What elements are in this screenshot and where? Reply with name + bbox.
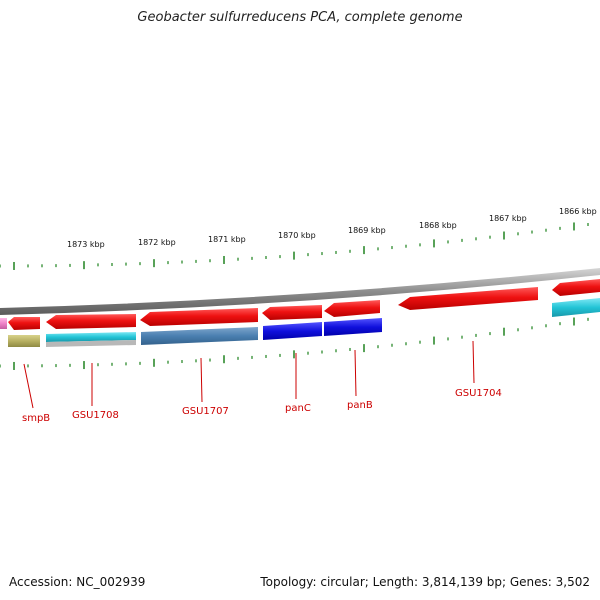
gene-arrow-right[interactable] — [552, 279, 600, 296]
gene-label-smpB[interactable]: smpB — [22, 413, 50, 424]
cog-bar-steel — [141, 327, 258, 345]
kbp-label: 1869 kbp — [348, 226, 386, 235]
gene-label-GSU1708[interactable]: GSU1708 — [72, 410, 119, 421]
leader-line — [354, 349, 357, 397]
kbp-label: 1868 kbp — [419, 221, 457, 230]
gene-arrow-GSU1707[interactable] — [140, 308, 258, 326]
label-leaders — [23, 340, 475, 409]
genome-backbone — [0, 268, 600, 315]
leader-line — [23, 363, 34, 409]
gene-track — [8, 279, 600, 330]
gene-label-GSU1707[interactable]: GSU1707 — [182, 406, 229, 417]
leader-line — [472, 340, 475, 384]
kbp-label: 1870 kbp — [278, 231, 316, 240]
kbp-label: 1867 kbp — [489, 214, 527, 223]
kbp-label: 1873 kbp — [67, 240, 105, 249]
map-title: Geobacter sulfurreducens PCA, complete g… — [137, 10, 463, 25]
cog-bar-blue-panB — [324, 318, 382, 336]
gene-arrow-smpB[interactable] — [8, 317, 40, 330]
gene-label-GSU1704[interactable]: GSU1704 — [455, 388, 502, 399]
cog-bar-blue-panC — [263, 322, 322, 340]
kbp-label: 1871 kbp — [208, 235, 246, 244]
cog-bar-cyan-right — [552, 298, 600, 317]
kbp-label: 1866 kbp — [559, 207, 597, 216]
gene-arrow-GSU1708[interactable] — [46, 314, 136, 329]
accession-text: Accession: NC_002939 — [9, 575, 146, 589]
gene-arrow-panB[interactable] — [324, 300, 380, 317]
cog-bar-gray — [46, 340, 136, 347]
ruler-ticks-inner — [0, 317, 589, 370]
cog-bar-pink — [0, 318, 7, 329]
topology-text: Topology: circular; Length: 3,814,139 bp… — [260, 575, 590, 589]
ruler-ticks-outer — [0, 222, 589, 270]
cog-bar-olive — [8, 335, 40, 347]
gene-label-panC[interactable]: panC — [285, 403, 311, 414]
gene-label-panB[interactable]: panB — [347, 400, 373, 411]
gene-arrow-GSU1704[interactable] — [398, 287, 538, 310]
cog-track — [0, 298, 600, 347]
gene-arrow-panC[interactable] — [262, 305, 322, 320]
kbp-label: 1872 kbp — [138, 238, 176, 247]
leader-line — [200, 357, 203, 403]
cog-bar-cyan — [46, 332, 136, 342]
